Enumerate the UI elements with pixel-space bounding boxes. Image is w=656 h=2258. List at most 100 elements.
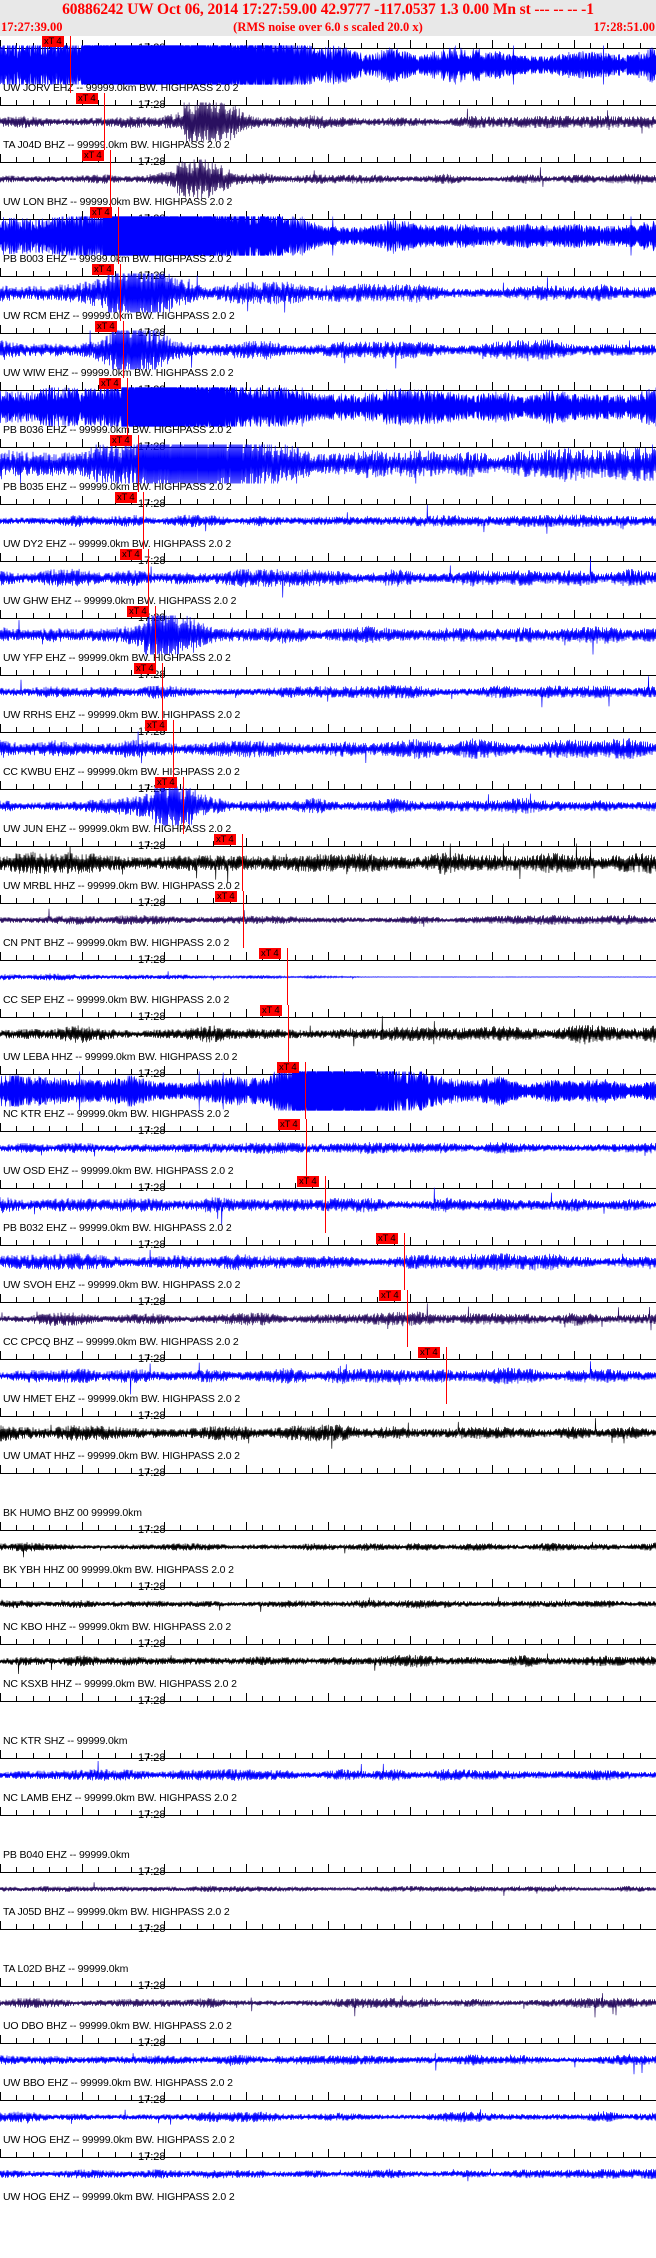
time-axis — [0, 435, 656, 448]
waveform[interactable] — [0, 786, 656, 826]
trace-row[interactable]: 17:28 xT 4 UW RRHS EHZ -- 99999.0km BW. HI… — [0, 663, 656, 721]
trace-row[interactable]: 17:28 xT 4 PB B035 EHZ -- 99999.0km BW. HI… — [0, 435, 656, 493]
time-axis — [0, 321, 656, 334]
trace-row[interactable]: 17:28 NC KSXB HHZ -- 99999.0km BW. HIGHPA… — [0, 1632, 656, 1690]
trace-row[interactable]: 17:28 TA L02D BHZ -- 99999.0km — [0, 1917, 656, 1975]
waveform[interactable] — [0, 1356, 656, 1396]
waveform[interactable] — [0, 387, 656, 427]
waveform[interactable] — [0, 1584, 656, 1624]
channel-label: UW JORV EHZ -- 99999.0km BW. HIGHPASS 2.… — [3, 82, 239, 94]
axis-time-label: 17:28 — [138, 897, 166, 909]
trace-row[interactable]: 17:28 BK HUMO BHZ 00 99999.0km — [0, 1461, 656, 1519]
waveform[interactable] — [0, 1014, 656, 1054]
trace-row[interactable]: 17:28 xT 4 CC SEP EHZ -- 99999.0km BW. HIG… — [0, 948, 656, 1006]
channel-label: NC KSXB HHZ -- 99999.0km BW. HIGHPASS 2.… — [3, 1678, 237, 1690]
waveform[interactable] — [0, 2097, 656, 2137]
trace-row[interactable]: 17:28 xT 4 CN PNT BHZ -- 99999.0km BW. HIG… — [0, 891, 656, 949]
trace-row[interactable]: 17:28 NC KBO HHZ -- 99999.0km BW. HIGHPAS… — [0, 1575, 656, 1633]
trace-row[interactable]: 17:28 xT 4 TA J04D BHZ -- 99999.0km BW. HI… — [0, 93, 656, 151]
waveform[interactable] — [0, 1812, 656, 1852]
trace-row[interactable]: 17:28 BK YBH HHZ 00 99999.0km BW. HIGHPAS… — [0, 1518, 656, 1576]
waveform[interactable] — [0, 1641, 656, 1681]
waveform[interactable] — [0, 615, 656, 655]
axis-time-label: 17:28 — [138, 1182, 166, 1194]
trace-row[interactable]: 17:28 xT 4 UW JUN EHZ -- 99999.0km BW. HIG… — [0, 777, 656, 835]
trace-row[interactable]: 17:28 UW BBO EHZ -- 99999.0km BW. HIGHPAS… — [0, 2031, 656, 2089]
waveform[interactable] — [0, 444, 656, 484]
channel-label: UW GHW EHZ -- 99999.0km BW. HIGHPASS 2.0… — [3, 595, 237, 607]
channel-label: UW RCM EHZ -- 99999.0km BW. HIGHPASS 2.0… — [3, 310, 235, 322]
trace-row[interactable]: 17:28 xT 4 UW MRBL HHZ -- 99999.0km BW. HI… — [0, 834, 656, 892]
trace-row[interactable]: 17:28 UW HOG EHZ -- 99999.0km BW. HIGHPAS… — [0, 2088, 656, 2146]
axis-time-label: 17:28 — [138, 1809, 166, 1821]
trace-row[interactable]: 17:28 NC LAMB EHZ -- 99999.0km BW. HIGHPA… — [0, 1746, 656, 1804]
trace-row[interactable]: 17:28 xT 4 UW SVOH EHZ -- 99999.0km BW. HI… — [0, 1233, 656, 1291]
trace-row[interactable]: 17:28 UO DBO BHZ -- 99999.0km BW. HIGHPAS… — [0, 1974, 656, 2032]
time-axis — [0, 549, 656, 562]
trace-row[interactable]: 17:28 UW UMAT HHZ -- 99999.0km BW. HIGHPA… — [0, 1404, 656, 1462]
waveform[interactable] — [0, 1983, 656, 2023]
axis-time-label: 17:28 — [138, 954, 166, 966]
trace-row[interactable]: 17:28 xT 4 UW DY2 EHZ -- 99999.0km BW. HIG… — [0, 492, 656, 550]
trace-row[interactable]: 17:28 xT 4 CC KWBU EHZ -- 99999.0km BW. HI… — [0, 720, 656, 778]
channel-label: UW HOG EHZ -- 99999.0km BW. HIGHPASS 2.0… — [3, 2191, 235, 2203]
axis-time-label: 17:28 — [138, 1353, 166, 1365]
waveform[interactable] — [0, 45, 656, 85]
waveform[interactable] — [0, 1299, 656, 1339]
waveform[interactable] — [0, 1128, 656, 1168]
trace-row[interactable]: 17:28 TA J05D BHZ -- 99999.0km BW. HIGHPA… — [0, 1860, 656, 1918]
waveform[interactable] — [0, 273, 656, 313]
waveform[interactable] — [0, 1698, 656, 1738]
trace-row[interactable]: 17:28 UW HOG EHZ -- 99999.0km BW. HIGHPAS… — [0, 2145, 656, 2203]
time-axis — [0, 1518, 656, 1531]
waveform[interactable] — [0, 1242, 656, 1282]
waveform[interactable] — [0, 1527, 656, 1567]
trace-row[interactable]: 17:28 xT 4 UW HMET EHZ -- 99999.0km BW. HI… — [0, 1347, 656, 1405]
window-end-time: 17:28:51.00 — [593, 20, 655, 34]
channel-label: UW JUN EHZ -- 99999.0km BW. HIGHPASS 2.0… — [3, 823, 232, 835]
trace-row[interactable]: 17:28 xT 4 UW WIW EHZ -- 99999.0km BW. HIG… — [0, 321, 656, 379]
waveform[interactable] — [0, 2154, 656, 2194]
waveform[interactable] — [0, 900, 656, 940]
trace-row[interactable]: 17:28 xT 4 UW LEBA HHZ -- 99999.0km BW. HI… — [0, 1005, 656, 1063]
trace-row[interactable]: 17:28 xT 4 UW GHW EHZ -- 99999.0km BW. HIG… — [0, 549, 656, 607]
channel-label: UW MRBL HHZ -- 99999.0km BW. HIGHPASS 2.… — [3, 880, 240, 892]
axis-time-label: 17:28 — [138, 1410, 166, 1422]
trace-row[interactable]: 17:28 NC KTR SHZ -- 99999.0km — [0, 1689, 656, 1747]
waveform[interactable] — [0, 672, 656, 712]
trace-row[interactable]: 17:28 xT 4 PB B032 EHZ -- 99999.0km BW. HI… — [0, 1176, 656, 1234]
waveform[interactable] — [0, 501, 656, 541]
waveform[interactable] — [0, 159, 656, 199]
channel-label: UO DBO BHZ -- 99999.0km BW. HIGHPASS 2.0… — [3, 2020, 232, 2032]
waveform[interactable] — [0, 1413, 656, 1453]
waveform[interactable] — [0, 558, 656, 598]
trace-row[interactable]: 17:28 xT 4 UW LON BHZ -- 99999.0km BW. HIG… — [0, 150, 656, 208]
channel-label: UW OSD EHZ -- 99999.0km BW. HIGHPASS 2.0… — [3, 1165, 234, 1177]
waveform[interactable] — [0, 1185, 656, 1225]
event-title: 60886242 UW Oct 06, 2014 17:27:59.00 42.… — [62, 1, 594, 18]
waveform[interactable] — [0, 2040, 656, 2080]
waveform[interactable] — [0, 1470, 656, 1510]
trace-row[interactable]: 17:28 xT 4 UW YFP EHZ -- 99999.0km BW. HIG… — [0, 606, 656, 664]
waveform[interactable] — [0, 729, 656, 769]
trace-row[interactable]: 17:28 PB B040 EHZ -- 99999.0km — [0, 1803, 656, 1861]
waveform[interactable] — [0, 102, 656, 142]
trace-row[interactable]: 17:28 xT 4 UW RCM EHZ -- 99999.0km BW. HIG… — [0, 264, 656, 322]
channel-label: UW LEBA HHZ -- 99999.0km BW. HIGHPASS 2.… — [3, 1051, 238, 1063]
waveform[interactable] — [0, 1869, 656, 1909]
waveform[interactable] — [0, 1926, 656, 1966]
waveform[interactable] — [0, 330, 656, 370]
waveform[interactable] — [0, 1755, 656, 1795]
trace-row[interactable]: 17:28 xT 4 UW OSD EHZ -- 99999.0km BW. HIG… — [0, 1119, 656, 1177]
trace-row[interactable]: 17:28 xT 4 NC KTR EHZ -- 99999.0km BW. HIG… — [0, 1062, 656, 1120]
waveform[interactable] — [0, 1071, 656, 1111]
axis-time-label: 17:28 — [138, 1923, 166, 1935]
channel-label: UW DY2 EHZ -- 99999.0km BW. HIGHPASS 2.0… — [3, 538, 232, 550]
trace-row[interactable]: 17:28 xT 4 CC CPCQ BHZ -- 99999.0km BW. HI… — [0, 1290, 656, 1348]
waveform[interactable] — [0, 216, 656, 256]
waveform[interactable] — [0, 957, 656, 997]
waveform[interactable] — [0, 843, 656, 883]
